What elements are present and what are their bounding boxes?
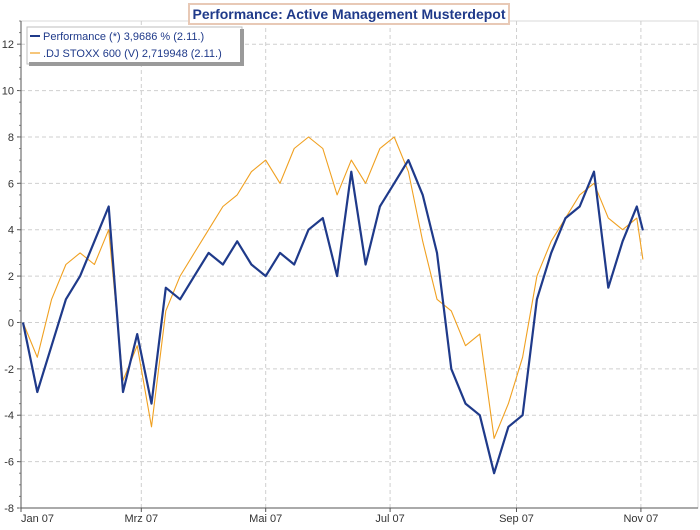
chart-title-box: Performance: Active Management Musterdep… [188,3,510,25]
y-tick-label: -4 [4,410,14,422]
x-tick-label: Mrz 07 [124,513,158,525]
x-tick-label: Jan 07 [21,513,54,525]
x-tick-label: Sep 07 [499,513,534,525]
legend: Performance (*) 3,9686 % (2.11.) .DJ STO… [26,26,244,66]
y-tick-label: -2 [4,364,14,376]
y-tick-label: 10 [2,86,14,98]
y-tick-label: 12 [2,39,14,51]
chart-title: Performance: Active Management Musterdep… [192,6,506,22]
series-lines [21,136,644,475]
plot-area [20,20,699,509]
legend-label-stoxx: .DJ STOXX 600 (V) 2,719948 (2.11.) [43,48,222,60]
y-tick-label: 8 [8,132,14,144]
x-tick-label: Mai 07 [249,513,282,525]
x-tick-label: Jul 07 [375,513,404,525]
legend-shadow-bottom [29,62,244,66]
x-tick-label: Nov 07 [623,513,658,525]
legend-shadow [240,29,244,66]
y-tick-label: 4 [8,225,14,237]
series-line-performance [21,159,644,475]
y-tick-label: 6 [8,178,14,190]
legend-label-performance: Performance (*) 3,9686 % (2.11.) [43,31,204,43]
y-tick-label: -6 [4,457,14,469]
axes: -8 -6 -4 -2 0 2 4 6 8 10 12 Jan 07 Mrz 07 Mai 07 Jul 0… [2,20,698,525]
y-tick-label: -8 [4,503,14,515]
y-tick-label: 2 [8,271,14,283]
y-tick-label: 0 [8,317,14,329]
